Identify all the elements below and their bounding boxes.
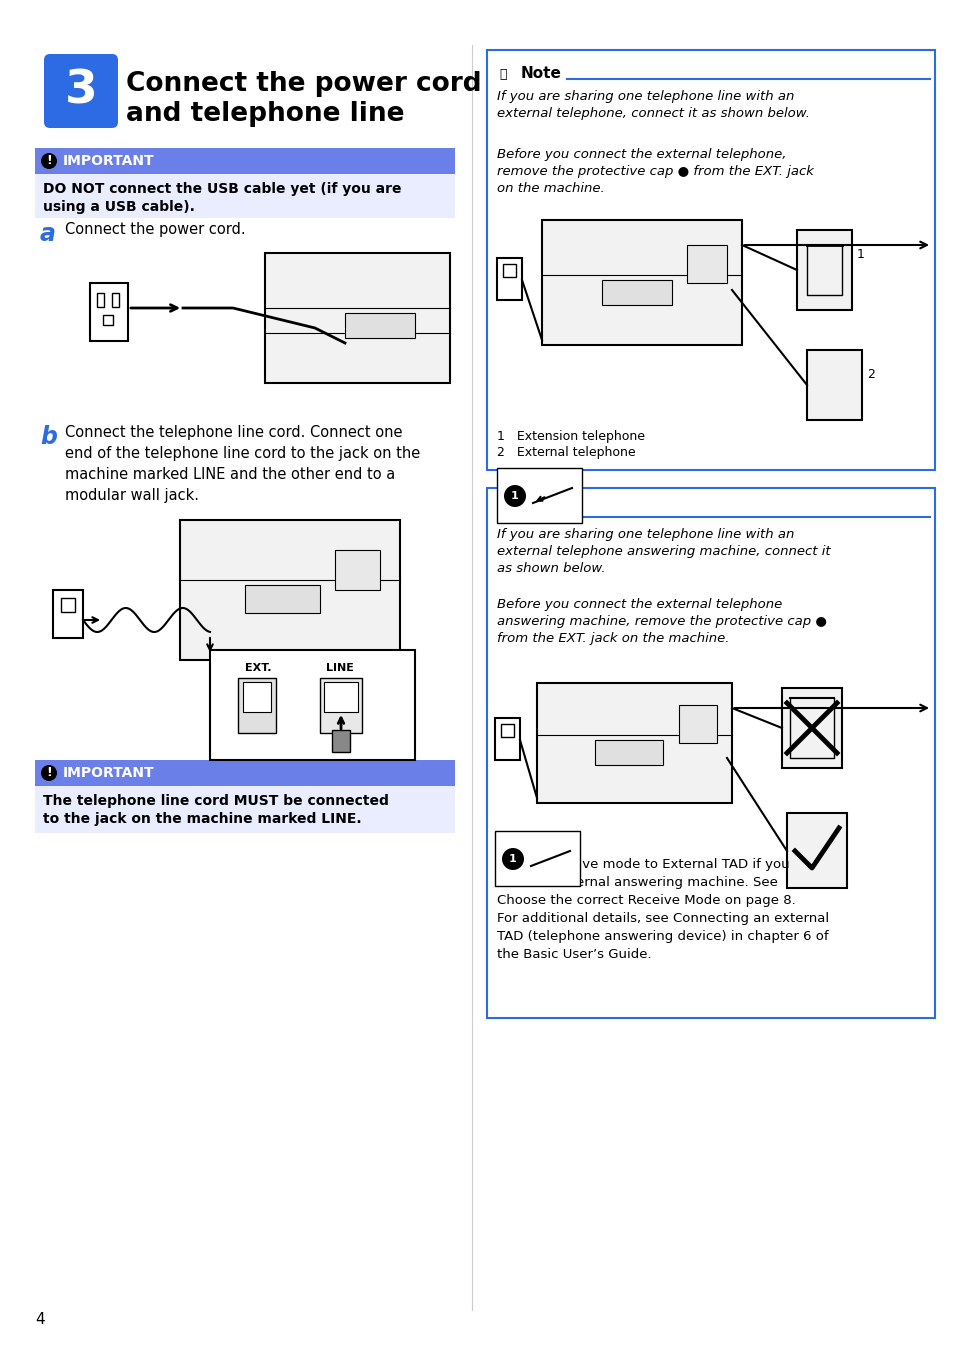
Bar xyxy=(243,682,271,711)
Bar xyxy=(265,252,450,383)
Text: DO NOT connect the USB cable yet (if you are
using a USB cable).: DO NOT connect the USB cable yet (if you… xyxy=(43,182,401,215)
Text: Note: Note xyxy=(520,66,561,81)
Circle shape xyxy=(503,485,525,508)
Bar xyxy=(495,718,519,760)
Bar xyxy=(537,683,731,803)
Bar xyxy=(245,585,319,613)
Text: and telephone line: and telephone line xyxy=(126,101,404,127)
Bar xyxy=(35,148,455,174)
Bar xyxy=(781,688,841,768)
Bar xyxy=(679,705,717,743)
Text: Before you connect the external telephone,
remove the protective cap ● from the : Before you connect the external telephon… xyxy=(497,148,813,194)
Bar xyxy=(61,598,75,612)
Bar xyxy=(502,265,516,277)
Bar xyxy=(541,220,741,346)
Bar xyxy=(500,724,514,737)
Bar xyxy=(324,682,357,711)
Text: 📝: 📝 xyxy=(498,68,506,81)
Bar xyxy=(35,786,455,833)
Text: 1: 1 xyxy=(856,248,864,262)
Bar xyxy=(495,832,579,886)
Bar xyxy=(497,468,581,522)
Text: EXT.: EXT. xyxy=(245,663,271,674)
Bar xyxy=(806,350,862,420)
Bar xyxy=(90,284,128,342)
Bar xyxy=(35,760,455,786)
Text: Set the receive mode to External TAD if you
have an external answering machine. : Set the receive mode to External TAD if … xyxy=(497,859,828,961)
Text: IMPORTANT: IMPORTANT xyxy=(63,765,154,780)
Bar xyxy=(335,549,379,590)
Text: !: ! xyxy=(46,154,51,167)
Text: IMPORTANT: IMPORTANT xyxy=(63,154,154,167)
Text: 1: 1 xyxy=(509,855,517,864)
Bar xyxy=(497,258,521,300)
Circle shape xyxy=(501,848,523,869)
Bar xyxy=(237,678,275,733)
Text: 3: 3 xyxy=(65,69,97,113)
Bar xyxy=(345,313,415,338)
Text: !: ! xyxy=(46,767,51,779)
Bar xyxy=(35,174,455,217)
Bar xyxy=(486,487,934,1018)
Bar xyxy=(103,315,112,325)
Bar xyxy=(210,649,415,760)
Bar xyxy=(180,520,399,660)
Text: b: b xyxy=(40,425,57,450)
Text: If you are sharing one telephone line with an
external telephone, connect it as : If you are sharing one telephone line wi… xyxy=(497,90,809,120)
Bar xyxy=(112,293,119,306)
Bar xyxy=(97,293,104,306)
Bar xyxy=(332,730,350,752)
Text: Note: Note xyxy=(520,505,561,520)
Bar xyxy=(786,813,846,888)
Text: 1: 1 xyxy=(511,491,518,501)
Bar xyxy=(53,590,83,639)
Text: LINE: LINE xyxy=(326,663,354,674)
Text: Before you connect the external telephone
answering machine, remove the protecti: Before you connect the external telephon… xyxy=(497,598,826,645)
Text: 📝: 📝 xyxy=(498,505,506,518)
Text: 2   External telephone: 2 External telephone xyxy=(497,446,635,459)
Bar xyxy=(595,740,662,765)
Text: 2: 2 xyxy=(866,369,874,382)
Circle shape xyxy=(41,153,57,169)
Text: The telephone line cord MUST be connected
to the jack on the machine marked LINE: The telephone line cord MUST be connecte… xyxy=(43,794,389,826)
Text: a: a xyxy=(40,221,56,246)
Text: Connect the telephone line cord. Connect one
end of the telephone line cord to t: Connect the telephone line cord. Connect… xyxy=(65,425,420,504)
Text: 1   Extension telephone: 1 Extension telephone xyxy=(497,431,644,443)
Text: 4: 4 xyxy=(35,1312,45,1327)
Bar xyxy=(486,50,934,470)
Bar xyxy=(601,279,671,305)
Text: If you are sharing one telephone line with an
external telephone answering machi: If you are sharing one telephone line wi… xyxy=(497,528,830,575)
Bar xyxy=(319,678,361,733)
Text: Connect the power cord: Connect the power cord xyxy=(126,72,481,97)
Circle shape xyxy=(41,765,57,782)
Bar xyxy=(686,244,726,284)
Bar xyxy=(796,230,851,310)
Text: Connect the power cord.: Connect the power cord. xyxy=(65,221,245,238)
FancyBboxPatch shape xyxy=(44,54,118,128)
